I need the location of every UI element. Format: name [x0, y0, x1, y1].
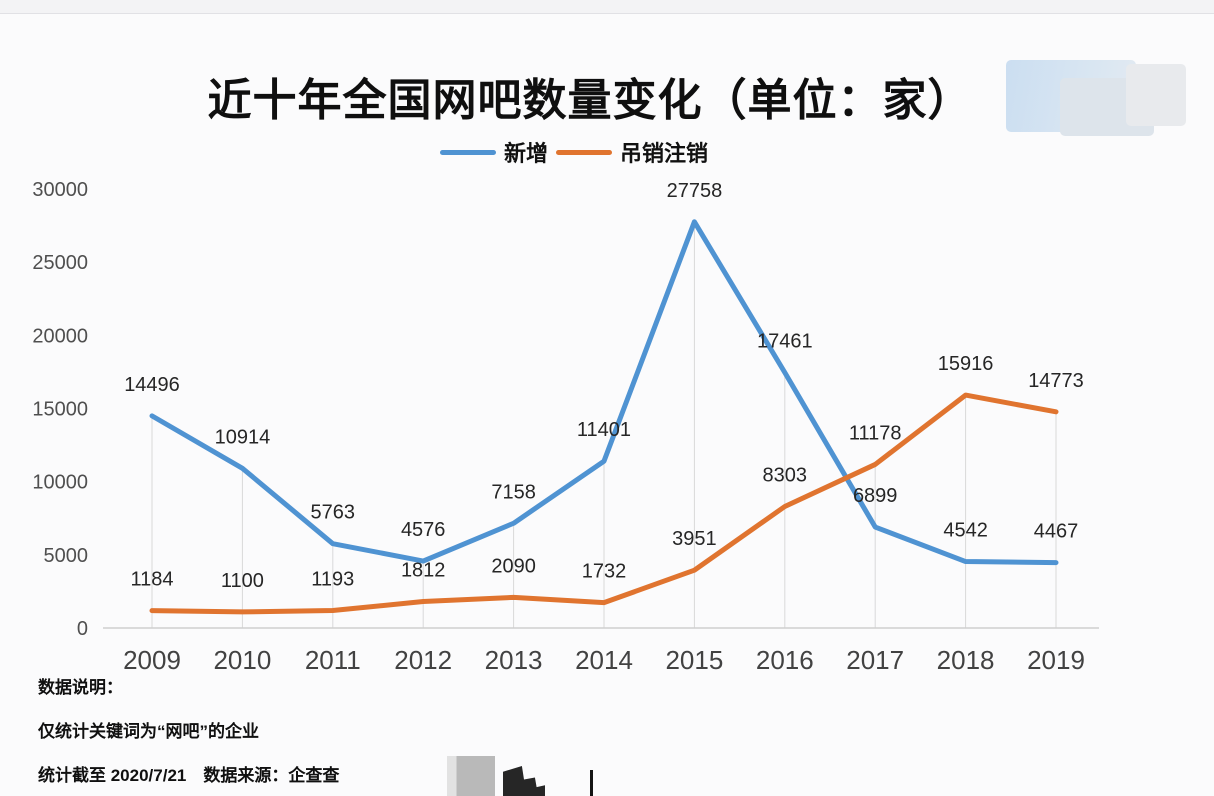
logo-placeholder-gray: [447, 756, 495, 796]
y-tick-label: 5000: [44, 545, 89, 567]
x-tick-label: 2015: [665, 645, 723, 675]
data-label: 10914: [215, 426, 271, 448]
data-label: 1193: [311, 569, 354, 591]
legend-swatch-revoked: [556, 149, 612, 155]
top-window-strip: [0, 0, 1214, 14]
x-tick-label: 2013: [485, 645, 543, 675]
data-label: 5763: [311, 502, 356, 524]
x-tick-label: 2018: [937, 645, 995, 675]
legend-label-revoked: 吊销注销: [620, 141, 709, 166]
data-label: 15916: [938, 353, 994, 375]
data-label: 1184: [130, 569, 173, 591]
data-label: 11401: [577, 419, 631, 441]
data-label: 14773: [1028, 370, 1084, 392]
legend-swatch-new: [439, 149, 496, 155]
series-line-revoked: [149, 392, 1059, 615]
data-label: 3951: [672, 528, 717, 550]
x-tick-label: 2010: [213, 645, 271, 675]
data-label: 1812: [401, 559, 446, 581]
y-tick-label: 30000: [32, 179, 88, 201]
y-tick-label: 25000: [32, 252, 88, 274]
data-notes: 数据说明： 仅统计关键词为“网吧”的企业 统计截至 2020/7/21 数据来源…: [38, 679, 339, 796]
y-tick-label: 20000: [32, 325, 88, 347]
series-line-new: [149, 219, 1059, 566]
legend-label-new: 新增: [503, 141, 548, 166]
x-tick-label: 2014: [575, 645, 633, 675]
data-label: 2090: [491, 555, 536, 577]
data-label: 6899: [853, 485, 898, 507]
watermark-shape: [1126, 64, 1186, 126]
data-label: 1100: [221, 570, 264, 592]
y-tick-label: 0: [77, 618, 88, 640]
data-label: 8303: [763, 464, 808, 486]
data-label: 14496: [124, 374, 180, 396]
y-tick-label: 15000: [32, 399, 88, 421]
x-tick-label: 2019: [1027, 645, 1085, 675]
data-label: 11178: [849, 422, 902, 444]
x-tick-label: 2011: [305, 645, 361, 675]
x-tick-label: 2016: [756, 645, 814, 675]
x-tick-label: 2012: [394, 645, 452, 675]
notes-line-scope: 仅统计关键词为“网吧”的企业: [38, 722, 259, 741]
text-cursor-mark: [590, 770, 593, 796]
data-label: 4542: [943, 520, 988, 542]
x-tick-label: 2017: [846, 645, 904, 675]
notes-heading: 数据说明：: [38, 678, 123, 697]
data-label: 27758: [667, 180, 723, 202]
x-tick-label: 2009: [123, 645, 181, 675]
notes-line-source: 统计截至 2020/7/21 数据来源：企查查: [38, 766, 340, 785]
chart-title: 近十年全国网吧数量变化（单位：家）: [207, 76, 973, 125]
data-label: 17461: [757, 330, 813, 352]
data-label: 4467: [1034, 521, 1079, 543]
y-tick-label: 10000: [32, 472, 88, 494]
data-label: 1732: [582, 561, 627, 583]
data-label: 4576: [401, 519, 446, 541]
data-label: 7158: [491, 481, 536, 503]
chart-legend: 新增 吊销注销: [0, 136, 1140, 168]
